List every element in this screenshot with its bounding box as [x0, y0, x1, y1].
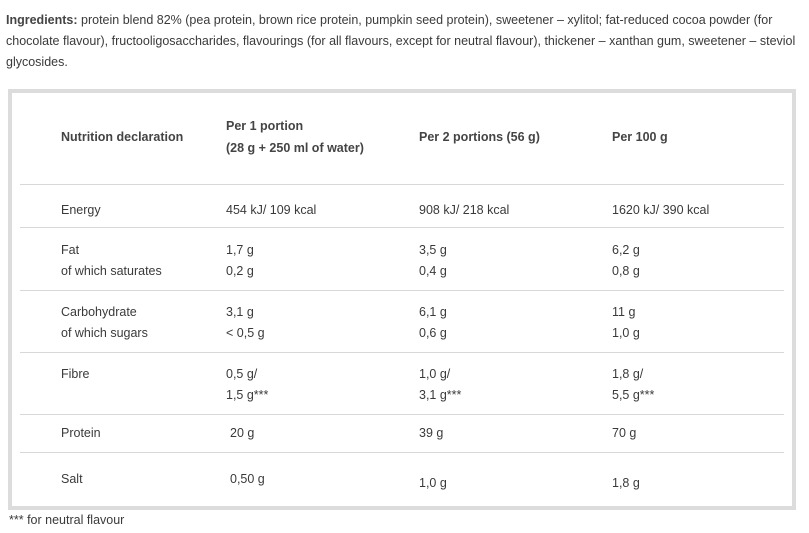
header-per-portion: Per 1 portion — [226, 119, 304, 133]
cell-p100: 6,2 g — [612, 243, 640, 257]
cell-p2: 6,1 g — [419, 305, 447, 319]
cell-name: Fat — [61, 243, 80, 257]
cell-p2: 3,5 g — [419, 243, 447, 257]
ingredients-text: Ingredients: protein blend 82% (pea prot… — [6, 10, 796, 73]
table-header: Nutrition declaration Per 1 portion (28 … — [20, 93, 784, 185]
cell-p100: 1620 kJ/ 390 kcal — [612, 203, 710, 217]
cell-p1: 1,7 g — [226, 243, 254, 257]
cell-name: Protein — [61, 426, 101, 440]
cell-p2: 39 g — [419, 426, 444, 440]
table-row-fat: Fat of which saturates 1,7 g 0,2 g 3,5 g 0,4 … — [20, 228, 784, 291]
cell-p100: 70 g — [612, 426, 637, 440]
cell-p1: 1,5 g*** — [226, 388, 269, 402]
table-row-salt: Salt 0,50 g 1,0 g 1,8 g — [20, 453, 784, 505]
cell-name: of which saturates — [61, 264, 162, 278]
nutrition-table: Nutrition declaration Per 1 portion (28 … — [8, 89, 796, 510]
header-per-100g: Per 100 g — [612, 130, 668, 144]
ingredients-list: protein blend 82% (pea protein, brown ri… — [6, 13, 796, 69]
ingredients-label: Ingredients: — [6, 13, 78, 27]
cell-p2: 908 kJ/ 218 kcal — [419, 203, 510, 217]
header-per-portion-note: (28 g + 250 ml of water) — [226, 141, 364, 155]
cell-p100: 1,0 g — [612, 326, 640, 340]
cell-p100: 1,8 g — [612, 476, 640, 490]
cell-name: Energy — [61, 203, 101, 217]
cell-p2: 1,0 g/ — [419, 367, 451, 381]
table-row-protein: Protein 20 g 39 g 70 g — [20, 415, 784, 453]
table-row-fibre: Fibre 0,5 g/1,5 g*** 1,0 g/3,1 g*** 1,8 g/5… — [20, 352, 784, 415]
cell-p100: 5,5 g*** — [612, 388, 655, 402]
header-per-2-portions: Per 2 portions (56 g) — [419, 130, 540, 144]
cell-p2: 0,4 g — [419, 264, 447, 278]
cell-p2: 1,0 g — [419, 476, 447, 490]
cell-name: Fibre — [61, 367, 90, 381]
cell-p1: 20 g — [230, 426, 255, 440]
cell-p100: 0,8 g — [612, 264, 640, 278]
cell-p100: 11 g — [612, 305, 636, 319]
cell-p100: 1,8 g/ — [612, 367, 644, 381]
cell-name: of which sugars — [61, 326, 148, 340]
header-nutrition-declaration: Nutrition declaration — [61, 130, 184, 144]
cell-p1: 0,5 g/ — [226, 367, 258, 381]
cell-p1: < 0,5 g — [226, 326, 265, 340]
table-row-carbohydrate: Carbohydrate of which sugars 3,1 g < 0,5 g 6… — [20, 290, 784, 353]
cell-p1: 454 kJ/ 109 kcal — [226, 203, 317, 217]
cell-name: Carbohydrate — [61, 305, 137, 319]
cell-p1: 0,2 g — [226, 264, 254, 278]
cell-p1: 3,1 g — [226, 305, 254, 319]
table-row-energy: Energy 454 kJ/ 109 kcal 908 kJ/ 218 kcal 16… — [20, 185, 784, 228]
cell-name: Salt — [61, 472, 83, 486]
footnote: *** for neutral flavour — [9, 513, 125, 527]
cell-p2: 3,1 g*** — [419, 388, 462, 402]
cell-p1: 0,50 g — [230, 472, 265, 486]
cell-p2: 0,6 g — [419, 326, 447, 340]
